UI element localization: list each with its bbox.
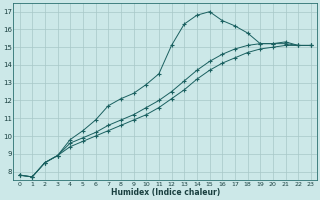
X-axis label: Humidex (Indice chaleur): Humidex (Indice chaleur) <box>111 188 220 197</box>
